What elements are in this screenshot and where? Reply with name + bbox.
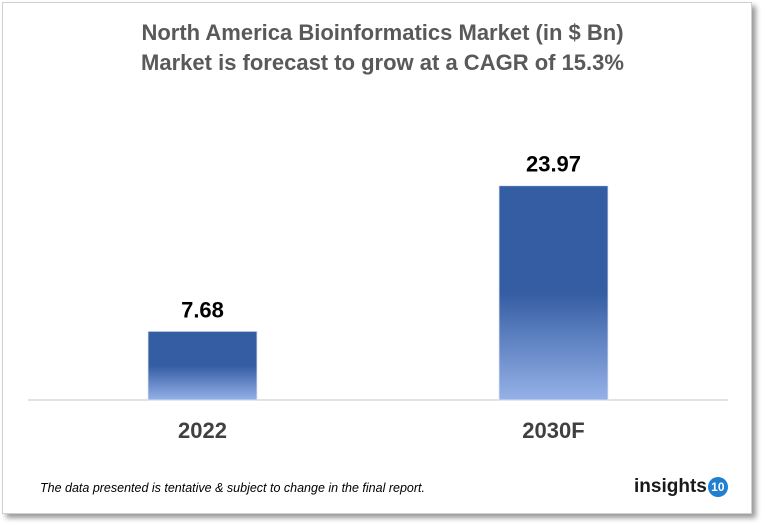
bar-2022 bbox=[147, 330, 258, 401]
chart-title: North America Bioinformatics Market (in … bbox=[141, 20, 624, 45]
insights10-logo: insights 10 bbox=[634, 476, 728, 498]
bar-2030F bbox=[498, 185, 609, 401]
chart-subtitle: Market is forecast to grow at a CAGR of … bbox=[141, 50, 624, 75]
logo-badge: 10 bbox=[707, 477, 728, 497]
x-tick-label-2030F: 2030F bbox=[522, 418, 584, 443]
disclaimer: The data presented is tentative & subjec… bbox=[40, 481, 425, 495]
chart-card bbox=[2, 2, 752, 514]
x-tick-label-2022: 2022 bbox=[178, 418, 227, 443]
data-label-2022: 7.68 bbox=[181, 297, 224, 322]
data-label-2030F: 23.97 bbox=[526, 152, 581, 177]
logo-text: insights bbox=[634, 476, 707, 497]
